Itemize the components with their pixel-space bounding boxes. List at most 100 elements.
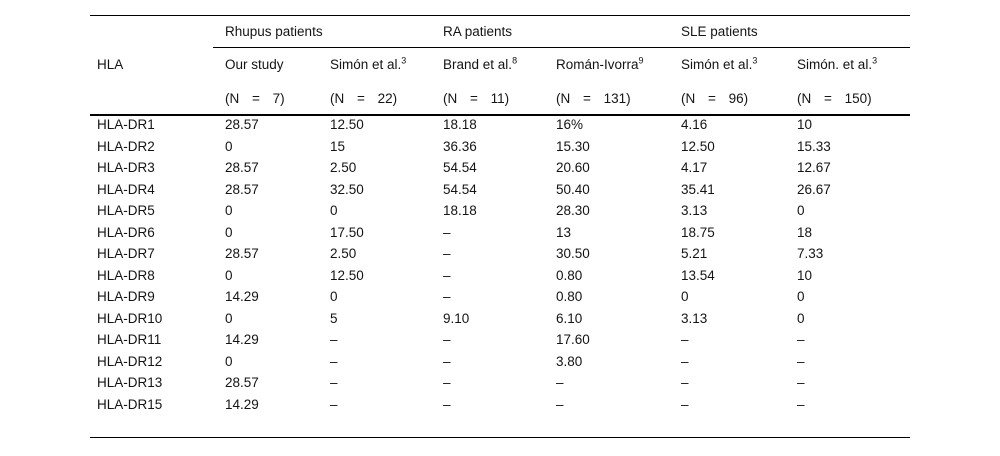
sample-size: (N = 131) (556, 90, 631, 106)
frequency-value-cell: 28.57 (225, 375, 259, 391)
hla-allele-cell: HLA-DR1 (97, 117, 155, 133)
col-header-our-study: Our study (225, 47, 330, 82)
group-header-ra: RA patients (443, 23, 513, 39)
frequency-value-cell: 14.29 (225, 332, 259, 348)
sample-size: (N = 150) (797, 90, 872, 106)
frequency-value-cell: 12.50 (330, 267, 364, 283)
study-label: Román-Ivorra (556, 57, 639, 72)
group-header-row: Rhupus patients RA patients SLE patients (90, 15, 910, 47)
study-label: Brand et al. (443, 57, 513, 72)
frequency-value-cell: 26.67 (797, 181, 831, 197)
frequency-value-cell: – (797, 353, 805, 369)
hla-allele-cell: HLA-DR6 (97, 224, 155, 240)
hla-allele-cell: HLA-DR10 (97, 310, 163, 326)
frequency-value-cell: 0 (225, 203, 233, 219)
frequency-value-cell: – (443, 246, 451, 262)
hla-allele-cell: HLA-DR4 (97, 181, 155, 197)
study-label: Simón et al. (330, 57, 402, 72)
frequency-value-cell: 0 (225, 267, 233, 283)
table-row: HLA-DR12 0 – – 3.80 – – (90, 351, 910, 373)
hla-allele-cell: HLA-DR5 (97, 203, 155, 219)
frequency-value-cell: 14.29 (225, 396, 259, 412)
frequency-value-cell: 28.30 (556, 203, 590, 219)
frequency-value-cell: 32.50 (330, 181, 364, 197)
table-bottom-rule (90, 436, 910, 438)
frequency-value-cell: 18.75 (681, 224, 715, 240)
frequency-value-cell: – (443, 224, 451, 240)
table-row: HLA-DR3 28.57 2.50 54.54 20.60 4.17 12.67 (90, 157, 910, 179)
frequency-value-cell: – (443, 396, 451, 412)
reference-superscript: 3 (401, 55, 407, 66)
study-label: Simón et al. (681, 57, 753, 72)
table-row: HLA-DR15 14.29 – – – – – (90, 394, 910, 416)
frequency-value-cell: – (556, 375, 564, 391)
frequency-value-cell: 0.80 (556, 267, 583, 283)
hla-frequency-table: Rhupus patients RA patients SLE patients… (90, 15, 910, 441)
frequency-value-cell: – (556, 396, 564, 412)
frequency-value-cell: 0 (225, 224, 233, 240)
frequency-value-cell: 12.67 (797, 160, 831, 176)
table-row: HLA-DR2 0 15 36.36 15.30 12.50 15.33 (90, 136, 910, 158)
frequency-value-cell: 0 (330, 289, 338, 305)
sample-size: (N = 22) (330, 90, 398, 106)
group-header-spacer (90, 15, 225, 47)
frequency-value-cell: – (443, 332, 451, 348)
table-row: HLA-DR7 28.57 2.50 – 30.50 5.21 7.33 (90, 243, 910, 265)
sample-size: (N = 7) (225, 90, 285, 106)
hla-allele-cell: HLA-DR13 (97, 375, 163, 391)
frequency-value-cell: 30.50 (556, 246, 590, 262)
table-row: HLA-DR13 28.57 – – – – – (90, 372, 910, 394)
reference-superscript: 8 (512, 55, 518, 66)
frequency-value-cell: 12.50 (681, 138, 715, 154)
frequency-value-cell: 54.54 (443, 181, 477, 197)
frequency-value-cell: 18.18 (443, 117, 477, 133)
frequency-value-cell: 17.50 (330, 224, 364, 240)
col-header-simon-sle-2: Simón. et al.3 (797, 47, 910, 82)
frequency-value-cell: 50.40 (556, 181, 590, 197)
frequency-value-cell: – (443, 353, 451, 369)
frequency-value-cell: 54.54 (443, 160, 477, 176)
hla-allele-cell: HLA-DR9 (97, 289, 155, 305)
frequency-value-cell: – (797, 332, 805, 348)
hla-allele-cell: HLA-DR2 (97, 138, 155, 154)
frequency-value-cell: 0 (797, 310, 805, 326)
frequency-value-cell: 13 (556, 224, 572, 240)
frequency-value-cell: 10 (797, 117, 813, 133)
table-row: HLA-DR1 28.57 12.50 18.18 16% 4.16 10 (90, 114, 910, 136)
frequency-value-cell: 4.17 (681, 160, 708, 176)
frequency-value-cell: 28.57 (225, 117, 259, 133)
group-header-sle: SLE patients (681, 23, 758, 39)
frequency-value-cell: – (330, 353, 338, 369)
reference-superscript: 3 (872, 55, 878, 66)
col-header-roman-ivorra: Román-Ivorra9 (556, 47, 681, 82)
frequency-value-cell: 17.60 (556, 332, 590, 348)
hla-allele-cell: HLA-DR11 (97, 332, 162, 348)
group-header-rule (213, 47, 910, 49)
frequency-value-cell: – (443, 289, 451, 305)
frequency-value-cell: – (681, 353, 689, 369)
sample-size-row: (N = 7) (N = 22) (N = 11) (N = 131) (N =… (90, 82, 910, 114)
hla-allele-cell: HLA-DR12 (97, 353, 163, 369)
frequency-value-cell: 5 (330, 310, 338, 326)
reference-superscript: 9 (638, 55, 644, 66)
frequency-value-cell: 0 (225, 353, 233, 369)
frequency-value-cell: 0 (797, 203, 805, 219)
frequency-value-cell: 15 (330, 138, 346, 154)
frequency-value-cell: 0 (225, 138, 233, 154)
sample-size-spacer (90, 82, 225, 114)
frequency-value-cell: 5.21 (681, 246, 708, 262)
frequency-value-cell: – (681, 332, 689, 348)
frequency-value-cell: 15.33 (797, 138, 831, 154)
frequency-value-cell: – (330, 375, 338, 391)
frequency-value-cell: 18.18 (443, 203, 477, 219)
frequency-value-cell: 15.30 (556, 138, 590, 154)
sample-size: (N = 96) (681, 90, 749, 106)
frequency-value-cell: 28.57 (225, 181, 259, 197)
frequency-value-cell: 35.41 (681, 181, 715, 197)
frequency-value-cell: – (330, 396, 338, 412)
table-row: HLA-DR8 0 12.50 – 0.80 13.54 10 (90, 265, 910, 287)
table-top-rule (90, 15, 910, 17)
col-header-hla: HLA (97, 57, 124, 72)
sample-size: (N = 11) (443, 90, 510, 106)
frequency-value-cell: – (797, 396, 805, 412)
